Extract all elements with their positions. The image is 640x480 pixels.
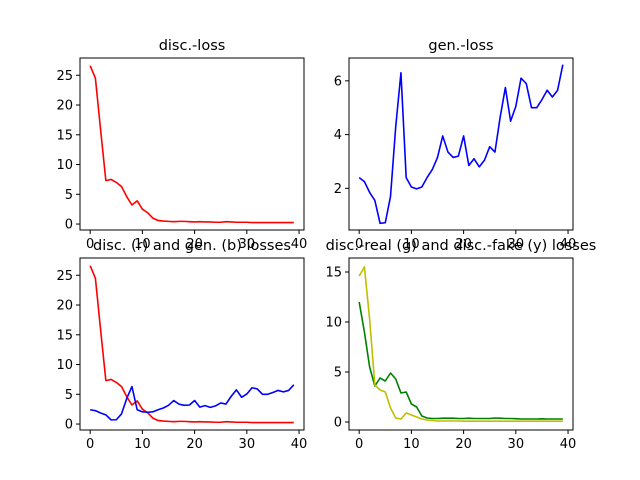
subplot-title: disc.-real (g) and disc.-fake (y) losses (326, 238, 597, 254)
x-tick-label: 40 (560, 237, 577, 252)
y-tick-label: 10 (325, 316, 342, 331)
y-tick-label: 2 (334, 182, 342, 197)
y-tick-label: 20 (56, 99, 73, 114)
subplot-4: 0 10 20 30 40 0 5 10 15 disc.-real (g) and disc.-… (325, 238, 596, 452)
x-tick-label: 20 (186, 237, 203, 252)
y-tick-label: 25 (56, 269, 73, 284)
x-tick-label: 20 (186, 437, 203, 452)
series-line-1 (358, 64, 564, 225)
y-tick-label: 0 (65, 218, 73, 233)
y-tick-label: 6 (334, 74, 342, 89)
x-tick-label: 10 (403, 237, 420, 252)
y-tick-label: 20 (56, 299, 73, 314)
x-tick-label: 30 (239, 437, 256, 452)
subplot-1: 0 10 20 30 40 0 5 10 15 20 25 disc.-loss (56, 38, 307, 252)
y-tick-label: 15 (56, 328, 73, 343)
x-tick-label: 10 (134, 237, 151, 252)
x-tick-label: 0 (86, 237, 94, 252)
x-tick-label: 30 (508, 437, 525, 452)
subplot-3: 0 10 20 30 40 0 5 10 15 20 25 disc. (r) and gen. (b… (56, 238, 307, 452)
y-tick-label: 5 (334, 366, 342, 381)
y-tick-label: 5 (65, 388, 73, 403)
x-tick-label: 0 (86, 437, 94, 452)
x-tick-label: 30 (239, 237, 256, 252)
y-tick-label: 15 (56, 128, 73, 143)
y-tick-label: 10 (56, 158, 73, 173)
x-tick-label: 40 (291, 237, 308, 252)
x-tick-label: 30 (508, 237, 525, 252)
y-tick-label: 5 (65, 188, 73, 203)
y-tick-label: 25 (56, 69, 73, 84)
y-tick-label: 15 (325, 266, 342, 281)
axes-frame (348, 257, 574, 431)
axes-frame (79, 257, 305, 431)
subplot-title: gen.-loss (428, 38, 493, 54)
x-tick-label: 40 (560, 437, 577, 452)
y-tick-label: 0 (334, 416, 342, 431)
y-tick-label: 4 (334, 128, 342, 143)
y-tick-label: 10 (56, 358, 73, 373)
series-line-1 (358, 301, 563, 420)
series-line-1 (89, 65, 294, 224)
subplot-title: disc. (r) and gen. (b) losses (93, 238, 291, 254)
x-tick-label: 0 (355, 437, 363, 452)
x-tick-label: 10 (134, 437, 151, 452)
axes-frame (79, 57, 305, 231)
subplot-title: disc.-loss (159, 38, 226, 54)
series-line-1 (89, 265, 294, 424)
y-tick-label: 0 (65, 418, 73, 433)
x-tick-label: 40 (291, 437, 308, 452)
x-tick-label: 20 (455, 437, 472, 452)
subplot-2: 0 10 20 30 40 2 4 6 gen.-loss (334, 38, 577, 252)
series-line-2 (90, 384, 295, 421)
x-tick-label: 20 (455, 237, 472, 252)
series-line-2 (358, 266, 563, 423)
x-tick-label: 10 (403, 437, 420, 452)
x-tick-label: 0 (355, 237, 363, 252)
